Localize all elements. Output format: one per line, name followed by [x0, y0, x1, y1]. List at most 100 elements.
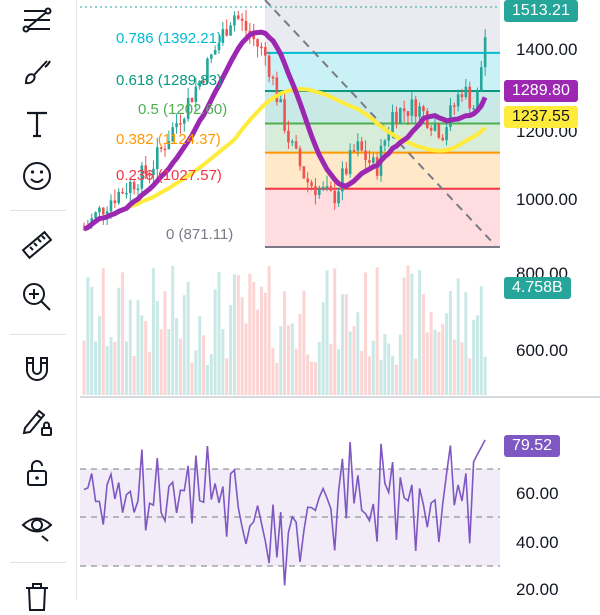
- candle-body: [294, 141, 298, 149]
- volume-bar: [441, 323, 445, 395]
- ruler-tool-icon[interactable]: [14, 225, 60, 265]
- ma-purple-line: [83, 29, 488, 232]
- candle-body: [101, 207, 105, 215]
- volume-bar: [256, 309, 260, 395]
- volume-bar: [337, 349, 341, 395]
- candle-body: [298, 148, 302, 167]
- candle-body: [456, 94, 460, 107]
- candle-body: [306, 178, 310, 183]
- volume-bar: [479, 286, 483, 395]
- candle-body: [163, 148, 167, 151]
- volume-bar: [472, 319, 476, 395]
- volume-bar: [475, 315, 479, 395]
- volume-bar: [259, 286, 263, 395]
- text-tool-icon[interactable]: [14, 104, 60, 144]
- volume-bar: [109, 336, 113, 395]
- fib-retracement-tool-icon[interactable]: [14, 0, 60, 40]
- volume-bar: [229, 304, 233, 395]
- volume-bar: [221, 329, 225, 395]
- candle-body: [418, 106, 421, 117]
- volume-bar: [209, 354, 213, 395]
- candle-body: [82, 228, 86, 231]
- volume-bar: [398, 334, 402, 395]
- volume-bar: [178, 338, 182, 395]
- volume-bar: [317, 341, 321, 395]
- candle-body: [194, 86, 198, 102]
- pane-separator[interactable]: [80, 396, 600, 398]
- candle-body: [117, 191, 121, 204]
- candle-body: [333, 190, 337, 204]
- candle-body: [275, 77, 279, 103]
- volume-bar: [225, 358, 229, 395]
- volume-bar: [387, 343, 391, 395]
- volume-bar: [360, 350, 364, 395]
- candle-body: [302, 166, 306, 179]
- candle-body: [159, 147, 163, 149]
- volume-bar: [279, 326, 283, 395]
- candle-body: [171, 127, 175, 142]
- volume-bar: [155, 300, 159, 395]
- candle-body: [140, 165, 144, 189]
- volume-bar: [448, 291, 452, 395]
- brush-tool-icon[interactable]: [14, 52, 60, 92]
- candle-body: [144, 165, 148, 175]
- volume-bar: [263, 292, 267, 395]
- volume-bar: [90, 286, 94, 395]
- lock-drawing-tool-icon[interactable]: [14, 401, 60, 441]
- volume-bar: [306, 354, 310, 395]
- volume-bar: [340, 294, 344, 395]
- candle-body: [314, 186, 317, 196]
- eye-visibility-icon[interactable]: [14, 505, 60, 545]
- candle-body: [317, 188, 321, 196]
- volume-bar: [252, 282, 256, 395]
- candle-body: [344, 168, 348, 175]
- unlock-icon[interactable]: [14, 453, 60, 493]
- candle-body: [128, 181, 132, 193]
- volume-bar: [86, 277, 90, 395]
- volume-bar: [244, 323, 248, 395]
- volume-bar: [194, 350, 198, 395]
- rsi-value-badge: 79.52: [504, 435, 561, 457]
- volume-bar: [205, 364, 209, 395]
- candle-body: [229, 25, 232, 36]
- candle-body: [105, 211, 109, 215]
- candle-body: [202, 80, 205, 83]
- volume-bar: [271, 348, 275, 395]
- candle-body: [152, 168, 155, 176]
- candle-body: [287, 130, 290, 143]
- candle-body: [325, 186, 329, 188]
- volume-bar: [136, 300, 140, 395]
- candle-body: [422, 106, 425, 112]
- candle-body: [437, 123, 441, 138]
- candle-body: [236, 15, 240, 19]
- volume-bar: [144, 321, 148, 395]
- volume-bar: [213, 289, 217, 395]
- price-scale[interactable]: 1400.00 1200.00 1000.00 800.00 600.00 60…: [500, 0, 600, 600]
- candle-body: [410, 99, 414, 116]
- candle-body: [368, 160, 371, 163]
- volume-bar: [236, 275, 240, 395]
- candle-body: [329, 186, 333, 191]
- volume-bar: [394, 364, 398, 395]
- candle-body: [113, 200, 117, 204]
- fib-band: [265, 52, 500, 92]
- price-chart[interactable]: [80, 0, 500, 600]
- candle-body: [429, 127, 433, 131]
- volume-bar: [267, 265, 271, 395]
- emoji-tool-icon[interactable]: [14, 156, 60, 196]
- candle-body: [98, 207, 101, 213]
- volume-bar: [468, 358, 472, 395]
- volume-bar: [433, 329, 437, 395]
- candle-body: [321, 186, 325, 189]
- trash-icon[interactable]: [14, 575, 60, 615]
- volume-bar: [198, 316, 202, 395]
- magnet-tool-icon[interactable]: [14, 349, 60, 389]
- candle-body: [267, 55, 271, 77]
- candle-body: [233, 15, 236, 26]
- fib-level-label-0382: 0.382 (1124.37): [116, 131, 221, 148]
- zoom-in-tool-icon[interactable]: [14, 277, 60, 317]
- volume-bar: [121, 272, 125, 395]
- volume-bar: [248, 273, 252, 395]
- volume-bar: [371, 340, 375, 395]
- candle-body: [263, 47, 267, 56]
